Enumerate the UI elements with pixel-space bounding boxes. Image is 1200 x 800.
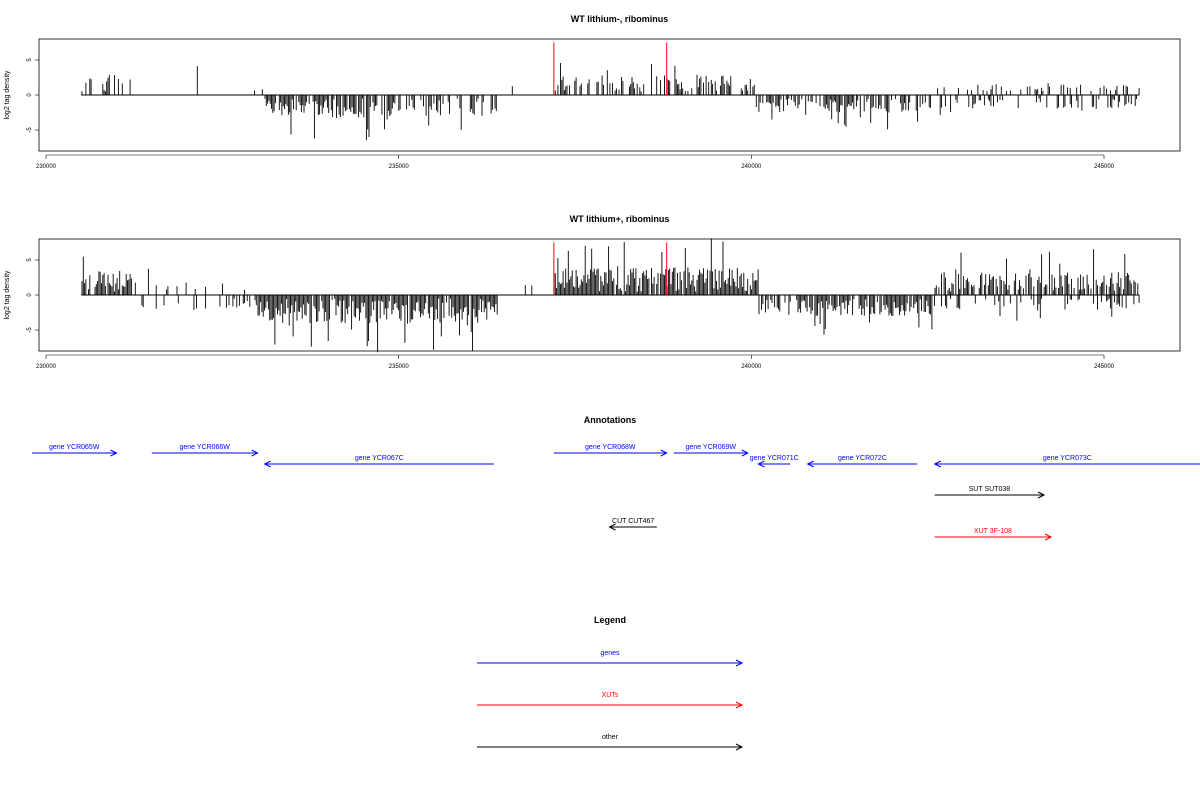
annotation-label: SUT SUT038 [969,486,1011,493]
annotation-arrow [31,449,118,457]
y-tick-label: 5 [27,258,33,262]
chart-title: WT lithium+, ribominus [570,214,670,224]
annotation-arrow [263,460,494,468]
y-tick-label: -5 [27,127,33,133]
y-tick-label: 0 [27,93,33,97]
legend-panel: Legend genes XUTs other [477,615,744,751]
legend-label: genes [600,650,620,657]
annotation-arrow [806,460,918,468]
arrow-head [933,460,941,468]
x-tick-label: 230000 [36,164,57,170]
legend-label: XUTs [602,692,619,699]
x-tick-label: 230000 [36,364,57,370]
y-axis-label: log2 tag density [4,70,11,120]
y-tick-label: 5 [27,58,33,62]
annotations-panel: Annotations gene YCR065W gene YCR066W gene … [31,415,1200,541]
annotation-arrow [933,460,1200,468]
arrow-head [735,659,744,667]
arrow-head [263,460,271,468]
x-tick-label: 245000 [1094,164,1115,170]
annotation-label: gene YCR071C [750,455,799,462]
annotation-arrow [757,460,791,468]
track-panel-lithium-minus: WT lithium-, ribominus -5 0 5 log2 tag densi… [4,14,1181,170]
annotation-label: gene YCR067C [355,455,404,462]
track-panel-lithium-plus: WT lithium+, ribominus -5 0 5 log2 tag densi… [4,214,1181,370]
annotation-label: gene YCR069W [686,444,737,451]
annotation-label: gene YCR073C [1043,455,1092,462]
arrow-head [735,743,744,751]
annotation-arrow [934,533,1053,541]
annotation-arrow [608,523,657,531]
y-tick-label: 0 [27,293,33,297]
legend-label: other [602,734,619,741]
x-tick-label: 245000 [1094,364,1115,370]
legend-title: Legend [594,615,626,625]
annotation-label: XUT 3F-108 [974,528,1012,535]
annotation-label: gene YCR072C [838,455,887,462]
x-tick-label: 240000 [741,364,762,370]
annotation-label: CUT CUT467 [612,518,654,525]
chart-title: WT lithium-, ribominus [571,14,669,24]
annotation-arrow [673,449,749,457]
legend-arrow [477,659,744,667]
annotation-label: gene YCR065W [49,444,100,451]
annotation-label: gene YCR066W [179,444,230,451]
annotation-arrow [934,491,1046,499]
arrow-head [251,449,259,457]
arrow-head [806,460,814,468]
arrow-head [1037,491,1046,499]
arrow-head [110,449,118,457]
x-tick-label: 240000 [741,164,762,170]
arrow-head [757,460,765,468]
annotation-label: gene YCR068W [585,444,636,451]
y-axis-label: log2 tag density [4,270,11,320]
arrow-head [608,523,616,531]
legend-arrow [477,743,744,751]
arrow-head [1044,533,1053,541]
arrow-head [735,701,744,709]
x-tick-label: 235000 [389,364,410,370]
annotation-arrow [151,449,259,457]
legend-arrow [477,701,744,709]
y-tick-label: -5 [27,327,33,333]
arrow-head [741,449,749,457]
annotation-arrow [553,449,668,457]
annotations-title: Annotations [584,415,637,425]
arrow-head [660,449,668,457]
x-tick-label: 235000 [389,164,410,170]
